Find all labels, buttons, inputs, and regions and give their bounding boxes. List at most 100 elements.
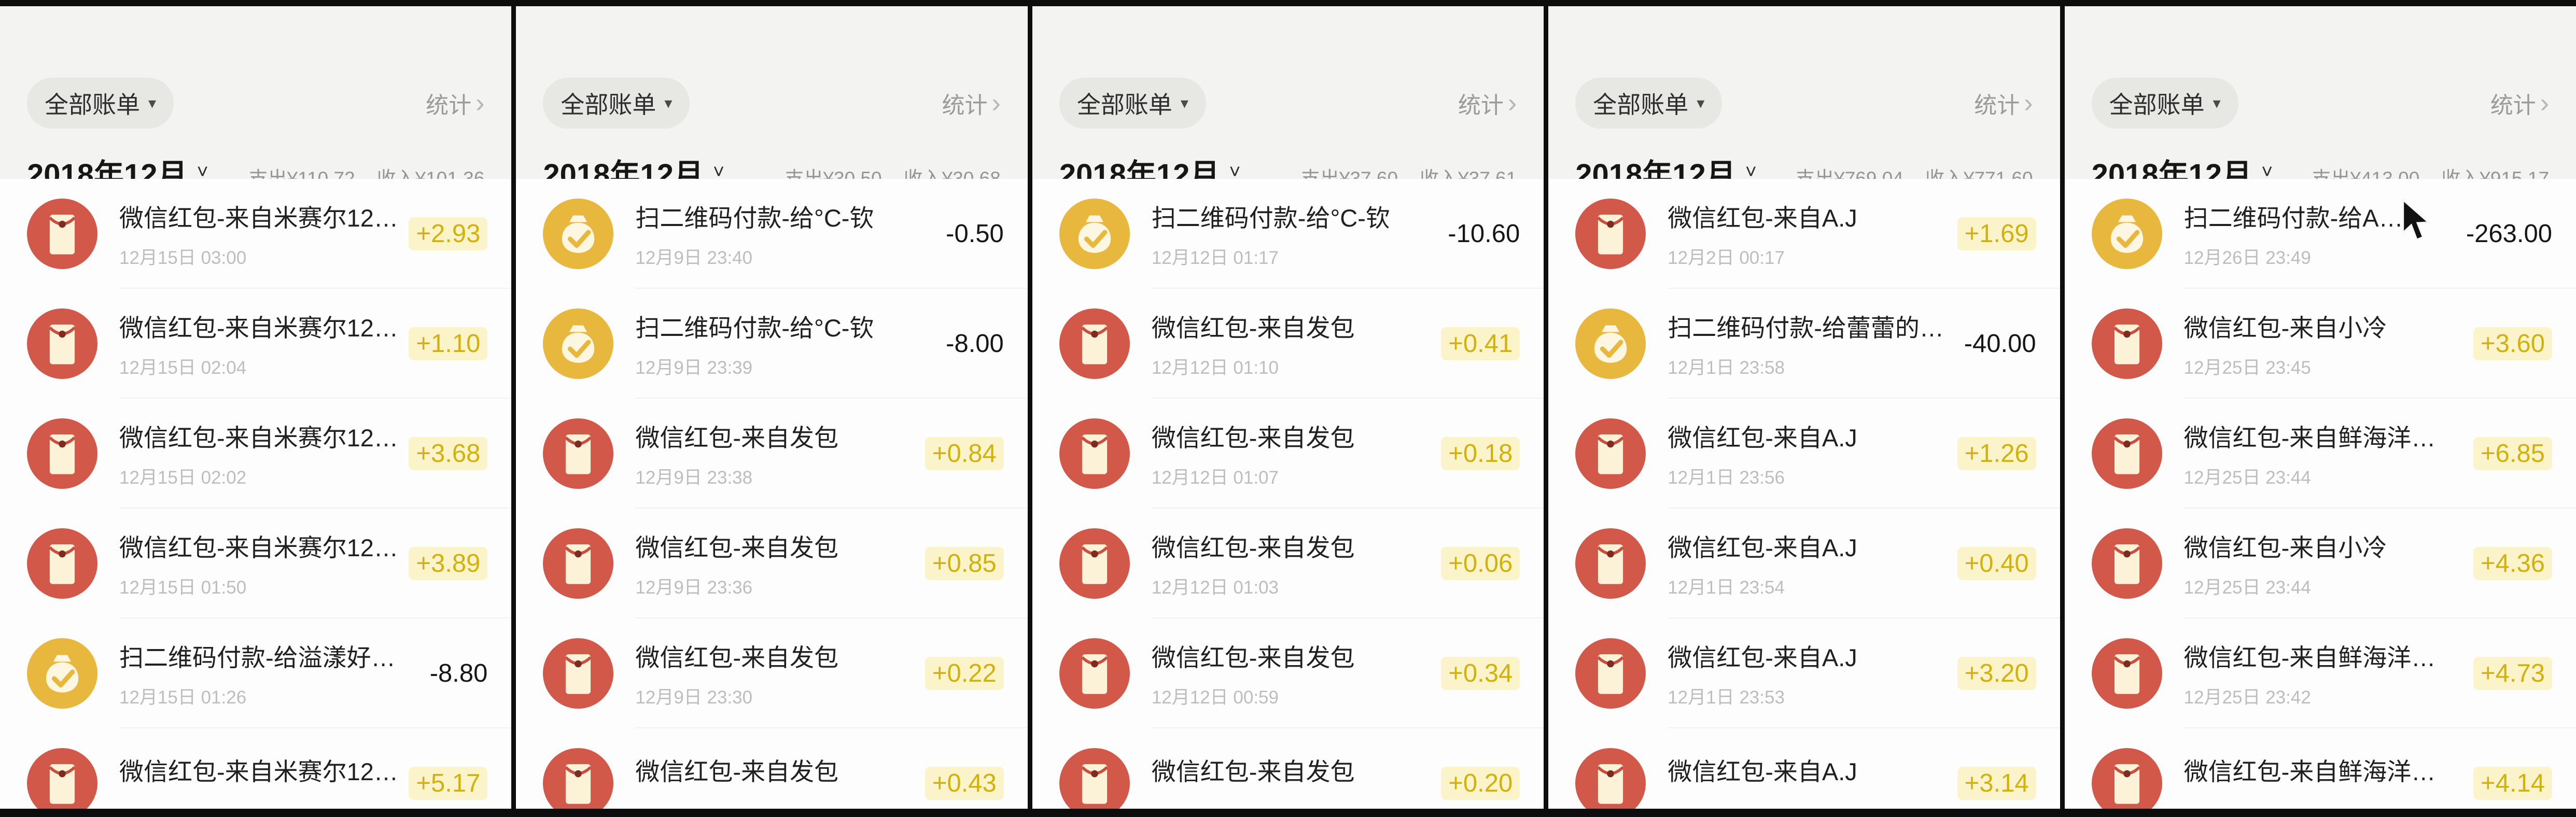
all-bills-dropdown-label: 全部账单 [45, 91, 140, 118]
transaction-title: 微信红包-来自米赛尔12-… [119, 424, 400, 452]
transaction-title: 微信红包-来自米赛尔12-… [119, 534, 400, 561]
transaction-row[interactable]: 微信红包-来自米赛尔12-… +5.17 [0, 728, 511, 809]
transaction-row[interactable]: 微信红包-来自鲜海洋… 12月25日 23:42 +4.73 [2065, 618, 2576, 728]
transaction-amount: -0.50 [946, 220, 1004, 248]
transaction-row[interactable]: 微信红包-来自米赛尔12-… 12月15日 03:00 +2.93 [0, 179, 512, 289]
money-bag-icon [543, 308, 614, 379]
red-envelope-icon [1059, 748, 1130, 809]
transaction-row[interactable]: 微信红包-来自A.J 12月1日 23:53 +3.20 [1548, 618, 2060, 728]
transaction-date: 12月12日 01:17 [1151, 248, 1279, 268]
statistics-label: 统计 [2490, 93, 2536, 118]
transaction-row[interactable]: 微信红包-来自发包 +0.20 [1032, 728, 1544, 809]
transaction-row[interactable]: 微信红包-来自发包 12月9日 23:38 +0.84 [516, 399, 1028, 509]
statistics-link[interactable]: 统计 › [942, 87, 1000, 120]
transaction-date: 12月12日 00:59 [1151, 687, 1279, 708]
all-bills-dropdown[interactable]: 全部账单 ▾ [543, 78, 690, 129]
transaction-amount: +4.36 [2473, 547, 2553, 580]
transaction-row[interactable]: 扫二维码付款-给°C-钦 12月9日 23:39 -8.00 [516, 289, 1028, 399]
transaction-title: 微信红包-来自A.J [1668, 424, 1857, 452]
transaction-row[interactable]: 微信红包-来自发包 12月12日 01:03 +0.06 [1032, 509, 1544, 618]
mouse-cursor-icon [2401, 199, 2434, 244]
transaction-row[interactable]: 微信红包-来自A.J 12月1日 23:54 +0.40 [1548, 509, 2060, 618]
transaction-amount: +3.14 [1957, 767, 2036, 800]
transaction-amount: +5.17 [409, 767, 488, 800]
transaction-row[interactable]: 扫二维码付款-给°C-钦 12月12日 01:17 -10.60 [1032, 179, 1544, 289]
transaction-row[interactable]: 微信红包-来自米赛尔12-… 12月15日 01:50 +3.89 [0, 509, 512, 618]
chevron-right-icon: › [1507, 88, 1517, 118]
transaction-title: 微信红包-来自发包 [1151, 644, 1355, 671]
all-bills-dropdown[interactable]: 全部账单 ▾ [1575, 78, 1723, 129]
statistics-link[interactable]: 统计 › [1974, 87, 2033, 120]
dropdown-arrow-icon: ▾ [1180, 94, 1188, 112]
red-envelope-icon [27, 308, 97, 379]
transaction-amount: +1.69 [1957, 217, 2036, 250]
transaction-row[interactable]: 微信红包-来自鲜海洋… 12月25日 23:44 +6.85 [2065, 399, 2576, 509]
red-envelope-icon [1575, 528, 1646, 599]
panel-header: 全部账单 ▾ 统计 › 2018年12月 ˅ 支出¥413.00 收入¥915.… [2064, 6, 2576, 192]
transaction-amount: +3.20 [1957, 657, 2036, 690]
transaction-row[interactable]: 扫二维码付款-给蕾蕾的… 12月1日 23:58 -40.00 [1548, 289, 2060, 399]
transaction-row[interactable]: 微信红包-来自A.J 12月2日 00:17 +1.69 [1548, 179, 2060, 289]
transaction-title: 微信红包-来自小冷 [2183, 314, 2387, 342]
transaction-amount: +0.41 [1441, 327, 1520, 360]
red-envelope-icon [1575, 638, 1646, 709]
statistics-link[interactable]: 统计 › [1458, 87, 1517, 120]
transaction-row[interactable]: 扫二维码付款-给°C-钦 12月9日 23:40 -0.50 [516, 179, 1028, 289]
transaction-date: 12月1日 23:56 [1668, 468, 1785, 488]
transaction-row[interactable]: 微信红包-来自A.J +3.14 [1548, 728, 2060, 809]
statistics-link[interactable]: 统计 › [2490, 87, 2549, 120]
all-bills-dropdown-label: 全部账单 [561, 91, 656, 118]
transaction-date: 12月9日 23:39 [635, 358, 753, 378]
transaction-title: 微信红包-来自鲜海洋… [2183, 424, 2436, 452]
transaction-row[interactable]: 微信红包-来自鲜海洋… +4.14 [2065, 728, 2576, 809]
transaction-amount: -8.00 [946, 330, 1004, 358]
transaction-row[interactable]: 微信红包-来自A.J 12月1日 23:56 +1.26 [1548, 399, 2060, 509]
transaction-amount: +4.73 [2473, 657, 2553, 690]
transaction-row[interactable]: 微信红包-来自发包 12月9日 23:36 +0.85 [516, 509, 1028, 618]
red-envelope-icon [1059, 418, 1130, 489]
transaction-title: 微信红包-来自A.J [1668, 758, 1857, 785]
transaction-amount: +0.22 [925, 657, 1004, 690]
red-envelope-icon [27, 199, 97, 269]
transaction-date: 12月15日 01:26 [119, 687, 247, 708]
chevron-down-icon: ˅ [1229, 161, 1241, 183]
bill-panel: 全部账单 ▾ 统计 › 2018年12月 ˅ 支出¥37.60 收入¥37.61 [1032, 6, 1544, 809]
transaction-amount: +4.14 [2473, 767, 2553, 800]
transaction-row[interactable]: 微信红包-来自发包 12月12日 01:07 +0.18 [1032, 399, 1544, 509]
panel-header: 全部账单 ▾ 统计 › 2018年12月 ˅ 支出¥769.04 收入¥771.… [1548, 6, 2060, 192]
transaction-row[interactable]: 微信红包-来自发包 12月9日 23:30 +0.22 [516, 618, 1028, 728]
all-bills-dropdown[interactable]: 全部账单 ▾ [27, 78, 174, 129]
transaction-date: 12月9日 23:30 [635, 687, 753, 708]
transaction-date: 12月1日 23:53 [1668, 687, 1785, 708]
transaction-amount: +2.93 [409, 217, 488, 250]
transaction-row[interactable]: 微信红包-来自小冷 12月25日 23:44 +4.36 [2065, 509, 2576, 618]
all-bills-dropdown[interactable]: 全部账单 ▾ [1059, 78, 1206, 129]
all-bills-dropdown[interactable]: 全部账单 ▾ [2091, 78, 2238, 129]
transaction-row[interactable]: 微信红包-来自米赛尔12-… 12月15日 02:02 +3.68 [0, 399, 512, 509]
dropdown-arrow-icon: ▾ [2213, 94, 2221, 112]
money-bag-icon [1575, 308, 1646, 379]
red-envelope-icon [1059, 308, 1130, 379]
red-envelope-icon [543, 528, 614, 599]
transaction-list: 微信红包-来自米赛尔12-… 12月15日 03:00 +2.93 微信红包-来… [0, 179, 512, 809]
transaction-row[interactable]: 微信红包-来自发包 +0.43 [516, 728, 1027, 809]
statistics-link[interactable]: 统计 › [426, 87, 484, 120]
transaction-date: 12月9日 23:36 [635, 577, 753, 598]
transaction-row[interactable]: 微信红包-来自发包 12月12日 00:59 +0.34 [1032, 618, 1544, 728]
transaction-amount: +0.18 [1441, 437, 1520, 470]
transaction-row[interactable]: 微信红包-来自小冷 12月25日 23:45 +3.60 [2065, 289, 2576, 399]
transaction-title: 扫二维码付款-给°C-钦 [1151, 204, 1390, 232]
transaction-row[interactable]: 微信红包-来自米赛尔12-… 12月15日 02:04 +1.10 [0, 289, 512, 399]
transaction-amount: +0.84 [925, 437, 1004, 470]
transaction-row[interactable]: 扫二维码付款-给A… 12月26日 23:49 -263.00 [2065, 179, 2576, 289]
chevron-down-icon: ˅ [712, 161, 725, 183]
red-envelope-icon [1059, 528, 1130, 599]
transaction-row[interactable]: 扫二维码付款-给溢漾好… 12月15日 01:26 -8.80 [0, 618, 512, 728]
transaction-row[interactable]: 微信红包-来自发包 12月12日 01:10 +0.41 [1032, 289, 1544, 399]
transaction-date: 12月2日 00:17 [1668, 248, 1785, 268]
transaction-title: 微信红包-来自鲜海洋… [2183, 644, 2436, 671]
chevron-down-icon: ˅ [1745, 161, 1757, 183]
transaction-title: 微信红包-来自A.J [1668, 644, 1857, 671]
transaction-list: 扫二维码付款-给°C-钦 12月9日 23:40 -0.50 扫二维码付款-给°… [516, 179, 1028, 809]
